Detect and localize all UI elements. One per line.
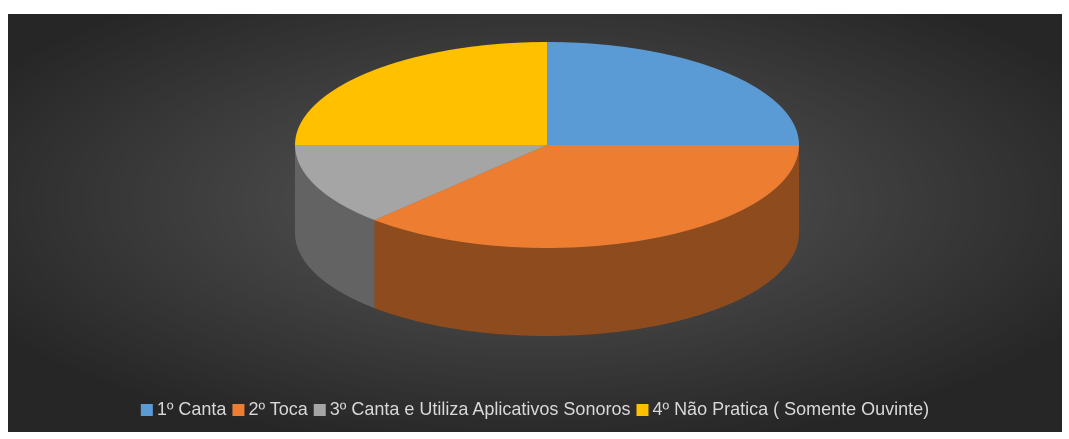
legend-label: 3º Canta e Utiliza Aplicativos Sonoros: [330, 399, 631, 419]
legend-swatch: [140, 404, 153, 416]
legend-swatch: [636, 404, 649, 416]
pie: [295, 42, 799, 336]
legend-label: 4º Não Pratica ( Somente Ouvinte): [652, 399, 929, 419]
slice: [547, 42, 799, 145]
legend: 1º Canta 2º Toca 3º Canta e Utiliza Aplica…: [140, 399, 929, 419]
legend-swatch: [232, 404, 245, 416]
slice-side: [374, 145, 799, 336]
legend-label: 2º Toca: [248, 399, 308, 419]
slice: [374, 145, 799, 248]
slice-side: [295, 145, 375, 309]
legend-swatch: [313, 404, 326, 416]
legend-label: 1º Canta: [157, 399, 228, 419]
slice: [295, 42, 547, 145]
slice: [295, 145, 547, 221]
